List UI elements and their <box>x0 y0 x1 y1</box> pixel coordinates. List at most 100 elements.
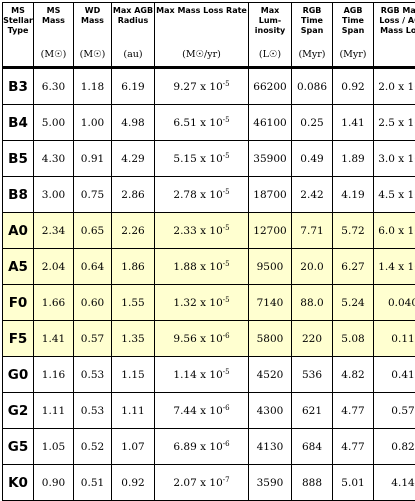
cell-wd-mass: 0.53 <box>74 357 112 393</box>
cell-agb-time: 4.77 <box>333 429 374 465</box>
cell-ms-mass: 1.16 <box>34 357 74 393</box>
unit-mass-loss-rate: (M☉/yr) <box>155 44 249 68</box>
cell-ms-mass: 1.41 <box>34 321 74 357</box>
cell-ms-mass: 4.30 <box>34 141 74 177</box>
unit-stellar-type <box>3 44 34 68</box>
value-mantissa: 9.27 x 10 <box>173 81 222 93</box>
value-mantissa: 6.51 x 10 <box>173 117 222 129</box>
value-mantissa: 0.040 <box>388 297 415 309</box>
cell-agb-radius: 1.55 <box>112 285 155 321</box>
cell-mass-loss-rate: 1.32 x 10-5 <box>155 285 249 321</box>
cell-agb-time: 5.08 <box>333 321 374 357</box>
cell-mass-loss-rate: 2.78 x 10-5 <box>155 177 249 213</box>
cell-agb-radius: 4.98 <box>112 105 155 141</box>
cell-agb-time: 5.72 <box>333 213 374 249</box>
cell-luminosity: 18700 <box>249 177 292 213</box>
cell-agb-time: 5.01 <box>333 465 374 501</box>
cell-agb-radius: 0.92 <box>112 465 155 501</box>
cell-mass-loss-rate: 2.07 x 10-7 <box>155 465 249 501</box>
cell-agb-time: 1.41 <box>333 105 374 141</box>
value-mantissa: 4.14 <box>391 477 414 489</box>
cell-ms-mass: 5.00 <box>34 105 74 141</box>
cell-mass-loss-ratio: 2.0 x 10-4 <box>374 68 415 105</box>
header-agb-radius: Max AGB Radius <box>112 3 155 45</box>
cell-rgb-time: 536 <box>292 357 333 393</box>
cell-agb-time: 1.89 <box>333 141 374 177</box>
cell-stellar-type: F5 <box>3 321 34 357</box>
cell-stellar-type: B4 <box>3 105 34 141</box>
cell-stellar-type: A0 <box>3 213 34 249</box>
header-luminosity: Max Lum- inosity <box>249 3 292 45</box>
cell-mass-loss-ratio: 4.14 <box>374 465 415 501</box>
header-label-row: MS Stellar Type MS Mass WD Mass Max AGB … <box>3 3 415 45</box>
cell-ms-mass: 6.30 <box>34 68 74 105</box>
cell-agb-time: 6.27 <box>333 249 374 285</box>
value-mantissa: 7.44 x 10 <box>173 405 222 417</box>
cell-mass-loss-ratio: 0.57 <box>374 393 415 429</box>
cell-wd-mass: 0.52 <box>74 429 112 465</box>
cell-agb-time: 0.92 <box>333 68 374 105</box>
cell-agb-radius: 1.11 <box>112 393 155 429</box>
cell-ms-mass: 1.05 <box>34 429 74 465</box>
cell-stellar-type: A5 <box>3 249 34 285</box>
cell-stellar-type: B3 <box>3 68 34 105</box>
cell-luminosity: 66200 <box>249 68 292 105</box>
cell-mass-loss-ratio: 6.0 x 10-4 <box>374 213 415 249</box>
cell-rgb-time: 88.0 <box>292 285 333 321</box>
value-mantissa: 6.89 x 10 <box>173 441 222 453</box>
cell-luminosity: 4300 <box>249 393 292 429</box>
cell-ms-mass: 0.90 <box>34 465 74 501</box>
cell-ms-mass: 2.34 <box>34 213 74 249</box>
cell-rgb-time: 0.086 <box>292 68 333 105</box>
cell-agb-radius: 6.19 <box>112 68 155 105</box>
cell-agb-time: 5.24 <box>333 285 374 321</box>
cell-rgb-time: 684 <box>292 429 333 465</box>
header-agb-time: AGB Time Span <box>333 3 374 45</box>
value-exponent: -6 <box>223 332 230 340</box>
cell-mass-loss-ratio: 4.5 x 10-4 <box>374 177 415 213</box>
cell-wd-mass: 0.64 <box>74 249 112 285</box>
value-exponent: -6 <box>223 440 230 448</box>
cell-stellar-type: B8 <box>3 177 34 213</box>
cell-agb-radius: 4.29 <box>112 141 155 177</box>
value-exponent: -5 <box>223 260 230 268</box>
value-mantissa: 2.78 x 10 <box>173 189 222 201</box>
cell-wd-mass: 1.18 <box>74 68 112 105</box>
cell-luminosity: 3590 <box>249 465 292 501</box>
cell-luminosity: 12700 <box>249 213 292 249</box>
cell-mass-loss-rate: 2.33 x 10-5 <box>155 213 249 249</box>
cell-mass-loss-rate: 1.14 x 10-5 <box>155 357 249 393</box>
cell-mass-loss-rate: 9.27 x 10-5 <box>155 68 249 105</box>
cell-mass-loss-ratio: 2.5 x 10-4 <box>374 105 415 141</box>
cell-stellar-type: G2 <box>3 393 34 429</box>
value-exponent: -7 <box>223 476 230 484</box>
value-mantissa: 1.4 x 10 <box>378 261 415 273</box>
cell-stellar-type: B5 <box>3 141 34 177</box>
cell-stellar-type: F0 <box>3 285 34 321</box>
cell-mass-loss-ratio: 0.11 <box>374 321 415 357</box>
cell-wd-mass: 0.65 <box>74 213 112 249</box>
cell-agb-radius: 1.35 <box>112 321 155 357</box>
cell-mass-loss-ratio: 3.0 x 10-4 <box>374 141 415 177</box>
unit-wd-mass: (M☉) <box>74 44 112 68</box>
value-mantissa: 3.0 x 10 <box>378 153 415 165</box>
cell-ms-mass: 2.04 <box>34 249 74 285</box>
value-exponent: -5 <box>223 152 230 160</box>
cell-agb-radius: 1.07 <box>112 429 155 465</box>
cell-wd-mass: 0.75 <box>74 177 112 213</box>
value-exponent: -5 <box>223 188 230 196</box>
header-unit-row: (M☉) (M☉) (au) (M☉/yr) (L☉) (Myr) (Myr) <box>3 44 415 68</box>
cell-mass-loss-rate: 6.89 x 10-6 <box>155 429 249 465</box>
cell-mass-loss-rate: 9.56 x 10-6 <box>155 321 249 357</box>
value-mantissa: 9.56 x 10 <box>173 333 222 345</box>
cell-mass-loss-ratio: 1.4 x 10-3 <box>374 249 415 285</box>
cell-agb-radius: 1.15 <box>112 357 155 393</box>
cell-mass-loss-rate: 7.44 x 10-6 <box>155 393 249 429</box>
cell-rgb-time: 20.0 <box>292 249 333 285</box>
